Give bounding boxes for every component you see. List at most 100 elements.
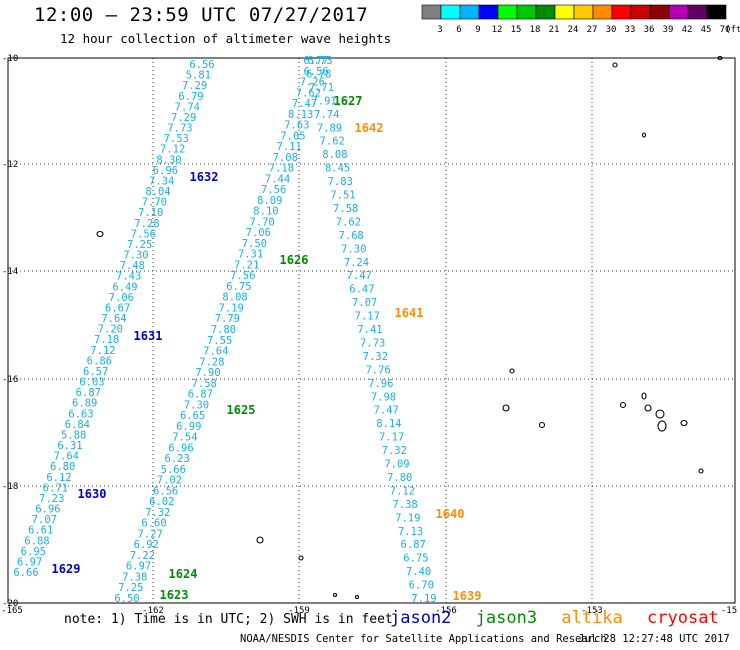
swh-value: 7.58: [333, 203, 358, 215]
legend-label: 6: [456, 25, 461, 35]
swh-value: 7.19: [395, 512, 420, 524]
chart-subtitle: 12 hour collection of altimeter wave hei…: [60, 31, 392, 46]
swh-value: 6.80: [50, 461, 75, 473]
pass-label: 1640: [436, 507, 465, 521]
y-tick-label: -20: [2, 599, 18, 609]
timestamp-text: Jul 28 12:27:48 UTC 2017: [578, 633, 730, 645]
island-outline: [298, 555, 304, 561]
pass-label: 1629: [52, 562, 81, 576]
swh-value: 8.08: [222, 292, 247, 304]
legend-label: 15: [511, 25, 522, 35]
legend-label: 45: [701, 25, 712, 35]
y-tick-label: -10: [2, 54, 18, 64]
pass-label: 1627: [334, 94, 363, 108]
swh-value: 7.96: [368, 378, 393, 390]
swh-value: 6.70: [409, 580, 434, 592]
legend-label: 36: [644, 25, 655, 35]
swh-value: 6.87: [76, 387, 101, 399]
track-1639: 6.776.787.717.917.747.897.628.088.457.83…: [303, 55, 436, 605]
swh-value: 7.25: [118, 582, 143, 594]
swh-value: 6.57: [83, 366, 108, 378]
swh-value: 7.13: [398, 526, 423, 538]
swh-value: 6.75: [403, 553, 428, 565]
pass-label: 1641: [395, 306, 424, 320]
swh-value: 7.71: [309, 82, 334, 94]
swh-value: 7.79: [215, 313, 240, 325]
island-outline: [680, 419, 688, 427]
island-outline: [332, 592, 338, 598]
pass-label: 1626: [280, 253, 309, 267]
pass-label: 1642: [355, 121, 384, 135]
swh-value: 6.56: [153, 485, 178, 497]
legend-label: 30: [606, 25, 617, 35]
swh-value: 7.32: [363, 351, 388, 363]
swh-value: 7.76: [365, 364, 390, 376]
swh-value: 7.91: [311, 95, 336, 107]
swh-value: 7.98: [371, 391, 396, 403]
swh-value: 7.73: [167, 123, 192, 135]
swh-value: 7.62: [336, 216, 361, 228]
island-outline: [96, 230, 104, 238]
swh-value: 7.17: [355, 311, 380, 323]
swh-value: 8.14: [376, 418, 401, 430]
swh-value: 6.77: [303, 55, 328, 67]
legend-label: 39: [663, 25, 674, 35]
island-outline: [256, 536, 264, 544]
swh-value: 7.23: [39, 493, 64, 505]
legend-label: 3: [437, 25, 442, 35]
swh-value: 6.49: [112, 281, 137, 293]
swh-value: 6.02: [149, 496, 174, 508]
x-tick-label: -159: [288, 606, 310, 616]
y-tick-label: -12: [2, 160, 18, 170]
swh-value: 7.41: [357, 324, 382, 336]
island-outline: [641, 132, 647, 138]
swh-value: 7.44: [265, 173, 290, 185]
swh-value: 7.83: [328, 176, 353, 188]
swh-value: 5.88: [61, 429, 86, 441]
swh-value: 8.13: [288, 109, 313, 121]
pass-label: 1630: [78, 487, 107, 501]
swh-value: 7.70: [249, 216, 274, 228]
swh-value: 6.96: [35, 504, 60, 516]
swh-value: 7.12: [390, 485, 415, 497]
swh-value: 7.62: [296, 87, 321, 99]
legend-label: 42: [682, 25, 693, 35]
swh-value: 7.06: [246, 227, 271, 239]
swh-value: 7.64: [54, 451, 79, 463]
swh-value: 7.28: [199, 356, 224, 368]
swh-value: 7.47: [347, 270, 372, 282]
pass-label: 1625: [227, 403, 256, 417]
satellite-altika: altika: [561, 608, 623, 628]
swh-value: 7.24: [344, 257, 369, 269]
swh-value: 7.34: [149, 175, 174, 187]
swh-value: 7.32: [382, 445, 407, 457]
swh-value: 6.88: [24, 535, 49, 547]
swh-value: 6.60: [141, 518, 166, 530]
swh-value: 6.95: [21, 546, 46, 558]
swh-value: 7.28: [134, 218, 159, 230]
swh-value: 7.32: [145, 507, 170, 519]
swh-value: 7.40: [406, 566, 431, 578]
swh-value: 7.19: [411, 593, 436, 605]
x-tick-label: -15: [721, 606, 737, 616]
swh-value: 6.75: [226, 281, 251, 293]
swh-value: 7.30: [341, 243, 366, 255]
swh-value: 7.18: [269, 163, 294, 175]
swh-value: 6.61: [28, 525, 53, 537]
swh-value: 7.10: [138, 207, 163, 219]
swh-value: 7.70: [142, 197, 167, 209]
swh-value: 7.20: [98, 324, 123, 336]
swh-value: 7.58: [192, 378, 217, 390]
map-frame: [7, 57, 736, 604]
chart-title: 12:00 – 23:59 UTC 07/27/2017: [34, 4, 369, 26]
swh-value: 7.07: [32, 514, 57, 526]
swh-value: 7.27: [138, 528, 163, 540]
swh-value: 7.80: [211, 324, 236, 336]
legend-label: 21: [549, 25, 560, 35]
note-text: note: 1) Time is in UTC; 2) SWH is in fe…: [64, 612, 393, 627]
island-outline: [644, 404, 652, 412]
credit-text: NOAA/NESDIS Center for Satellite Applica…: [240, 633, 607, 645]
swh-value: 7.26: [300, 77, 325, 89]
swh-value: 7.22: [130, 550, 155, 562]
satellite-jason3: jason3: [475, 608, 538, 628]
